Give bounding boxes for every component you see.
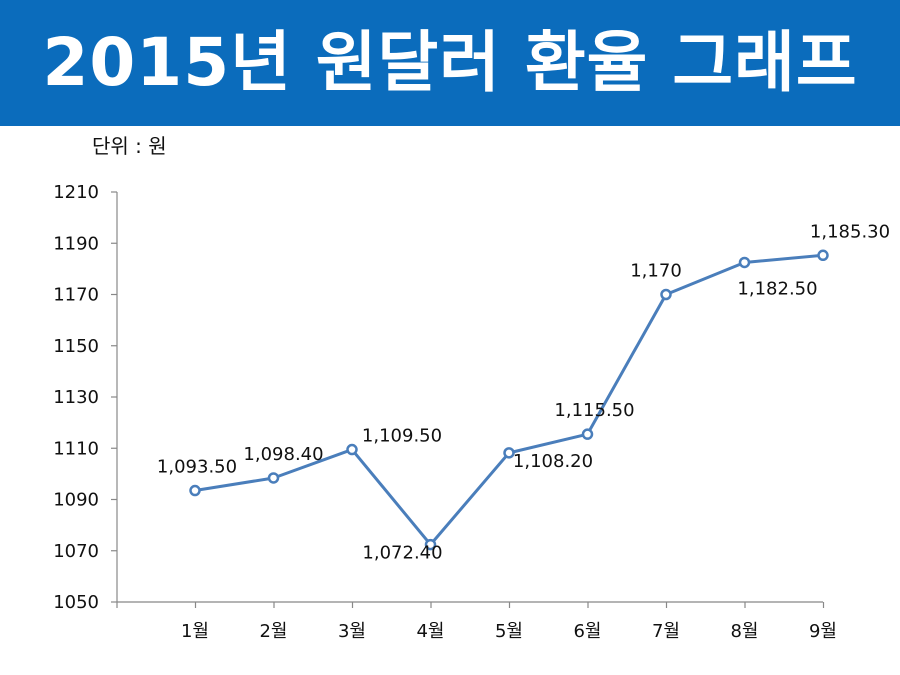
data-label: 1,115.50 (554, 400, 634, 421)
x-tick-label: 6월 (573, 621, 601, 642)
y-tick-label: 1170 (53, 285, 99, 306)
x-tick-label: 3월 (338, 621, 366, 642)
y-tick-label: 1090 (53, 490, 99, 511)
y-tick-label: 1070 (53, 541, 99, 562)
data-point (738, 256, 751, 269)
chart-title: 2015년 원달러 환율 그래프 (42, 24, 858, 101)
data-point (267, 472, 280, 484)
data-label: 1,182.50 (737, 278, 817, 299)
x-tick-label: 9월 (809, 621, 837, 642)
unit-label: 단위 : 원 (92, 134, 167, 158)
y-tick-label: 1190 (53, 233, 99, 254)
data-point (346, 443, 358, 456)
y-tick-label: 1110 (53, 438, 99, 459)
data-point (424, 538, 437, 551)
x-tick-label: 4월 (416, 621, 444, 642)
data-label: 1,108.20 (513, 451, 593, 472)
y-tick-label: 1130 (53, 387, 99, 408)
title-banner: 2015년 원달러 환율 그래프 (0, 0, 900, 126)
data-label: 1,072.40 (362, 543, 442, 564)
data-label: 1,098.40 (243, 444, 323, 465)
y-tick-label: 1150 (53, 336, 99, 357)
x-tick-label: 7월 (652, 621, 680, 642)
data-label: 1,093.50 (157, 457, 237, 478)
series-line (194, 253, 824, 547)
data-point (817, 249, 829, 262)
data-point (581, 428, 594, 440)
x-tick-label: 1월 (181, 621, 209, 642)
x-tick-label: 8월 (730, 621, 758, 642)
y-tick-label: 1210 (53, 182, 99, 203)
data-point (660, 288, 672, 301)
y-tick-label: 1050 (53, 592, 99, 613)
data-label: 1,170 (630, 261, 682, 282)
data-label: 1,109.50 (362, 426, 442, 447)
x-tick-label: 5월 (495, 621, 523, 642)
data-point (503, 447, 515, 459)
data-label: 1,185.30 (810, 221, 890, 242)
data-point (189, 484, 201, 497)
x-tick-label: 2월 (259, 621, 287, 642)
